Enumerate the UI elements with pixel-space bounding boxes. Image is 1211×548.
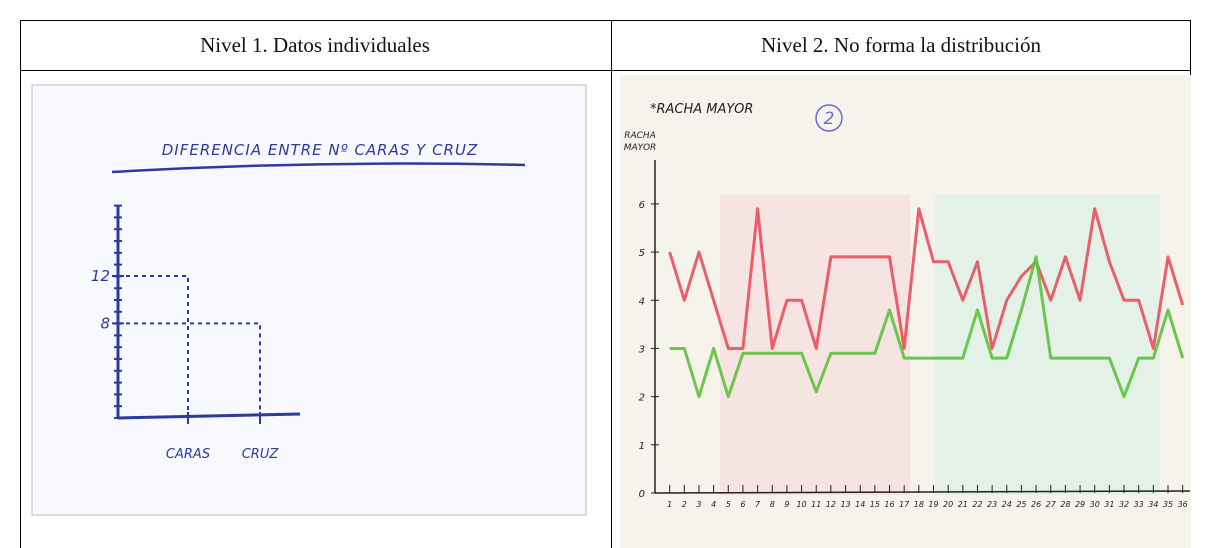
y-axis-label: RACHA xyxy=(624,131,656,141)
x-tick-label: 36 xyxy=(1178,500,1188,509)
sketch-title: DIFERENCIA ENTRE Nº CARAS Y CRUZ xyxy=(162,141,479,159)
x-tick-label: CARAS xyxy=(166,447,210,462)
x-tick-label: 5 xyxy=(726,500,731,509)
x-tick-label: 4 xyxy=(711,500,716,509)
x-tick-label: 18 xyxy=(914,500,924,509)
y-tick-label: 1 xyxy=(639,441,645,452)
series-line xyxy=(669,255,1185,399)
x-tick-label: 16 xyxy=(884,500,894,509)
x-tick-label: 30 xyxy=(1090,500,1100,509)
x-tick-label: 24 xyxy=(1002,500,1012,509)
y-tick-label: 2 xyxy=(639,393,645,404)
x-tick-label: 3 xyxy=(696,500,701,509)
x-tick-label: 2 xyxy=(682,500,687,509)
y-tick-label: 3 xyxy=(639,344,645,355)
x-tick-label: 19 xyxy=(928,500,938,509)
annotation: 2 xyxy=(824,109,835,129)
y-tick-label: 12 xyxy=(91,267,110,285)
x-tick-label: 11 xyxy=(811,500,821,509)
x-tick-label: 22 xyxy=(972,500,982,509)
x-tick-label: 20 xyxy=(943,500,953,509)
x-tick-label: CRUZ xyxy=(242,447,280,462)
x-tick-label: 12 xyxy=(826,500,836,509)
x-tick-label: 28 xyxy=(1060,500,1070,509)
annotation-circle xyxy=(815,104,843,132)
x-tick-label: 10 xyxy=(796,500,806,509)
y-tick-label: 4 xyxy=(639,296,645,307)
sketch-title: *RACHA MAYOR xyxy=(650,102,753,117)
x-tick-label: 32 xyxy=(1119,500,1129,509)
x-tick-label: 23 xyxy=(987,500,997,509)
y-tick-label: 8 xyxy=(100,314,110,332)
x-tick-label: 17 xyxy=(899,500,910,509)
x-tick-label: 25 xyxy=(1016,500,1026,509)
x-tick-label: 7 xyxy=(755,500,761,509)
y-tick-label: 5 xyxy=(639,248,645,259)
y-axis-label: MAYOR xyxy=(624,143,657,153)
x-tick-label: 9 xyxy=(784,500,789,509)
x-tick-label: 33 xyxy=(1134,500,1144,509)
series-line xyxy=(668,207,1185,350)
header-cell: Nivel 1. Datos individuales xyxy=(200,33,430,57)
x-tick-label: 15 xyxy=(870,500,880,509)
header-cell: Nivel 2. No forma la distribución xyxy=(761,33,1041,57)
x-tick-label: 29 xyxy=(1075,500,1085,509)
y-tick-label: 0 xyxy=(639,489,645,500)
x-tick-label: 6 xyxy=(740,500,745,509)
x-tick-label: 14 xyxy=(855,500,865,509)
y-tick-label: 6 xyxy=(639,200,645,211)
x-tick-label: 31 xyxy=(1104,500,1114,509)
image-frame xyxy=(31,84,587,516)
x-tick-label: 26 xyxy=(1031,500,1041,509)
x-tick-label: 8 xyxy=(770,500,775,509)
x-tick-label: 1 xyxy=(667,500,672,509)
underline xyxy=(111,162,526,174)
x-tick-label: 13 xyxy=(840,500,850,509)
x-tick-label: 34 xyxy=(1148,500,1158,509)
x-axis xyxy=(117,412,301,420)
x-tick-label: 35 xyxy=(1163,500,1173,509)
x-axis xyxy=(654,490,1191,494)
x-tick-label: 21 xyxy=(958,500,968,509)
x-tick-label: 27 xyxy=(1046,500,1057,509)
